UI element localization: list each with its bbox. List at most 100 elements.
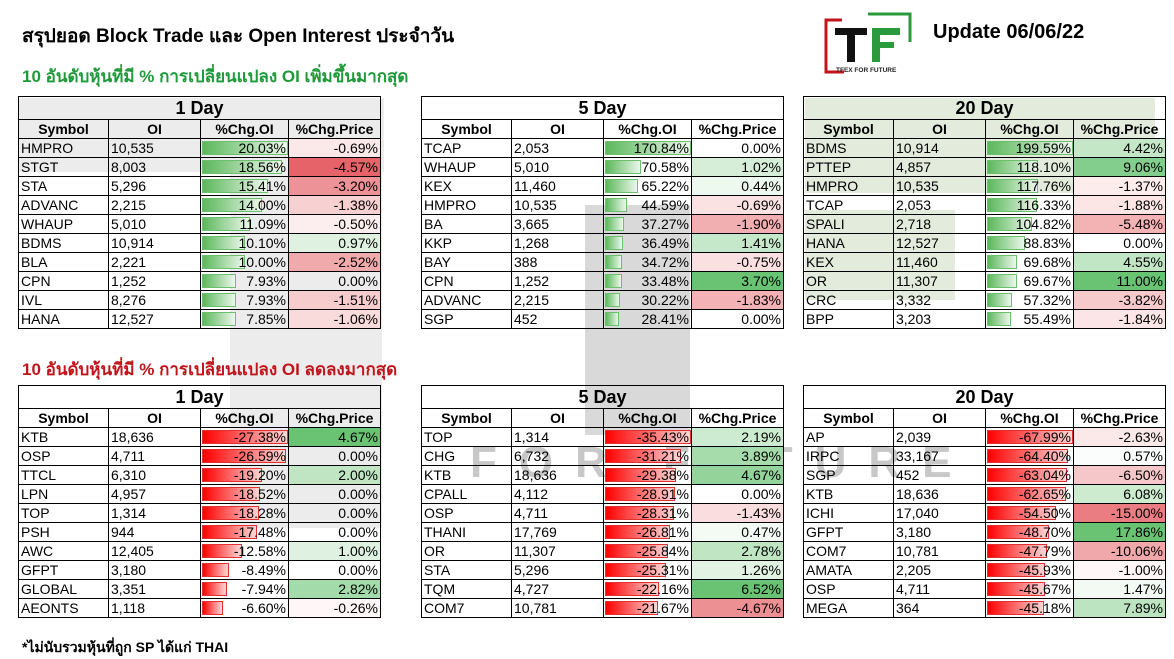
column-header: %Chg.Price [288, 119, 381, 139]
chg-price-cell: 4.42% [1073, 138, 1166, 158]
oi-cell: 5,296 [511, 560, 604, 580]
symbol-cell: TCAP [421, 138, 512, 158]
symbol-cell: OSP [803, 579, 894, 599]
symbol-cell: MEGA [803, 598, 894, 618]
footnote: *ไม่นับรวมหุ้นที่ถูก SP ได้แก่ THAI [22, 639, 229, 655]
chg-oi-cell: -22.16% [603, 579, 692, 599]
chg-oi-value: 18.56% [238, 159, 286, 175]
chg-oi-value: -47.79% [1018, 543, 1071, 559]
oi-cell: 17,040 [893, 503, 986, 523]
chg-price-cell: -0.69% [288, 138, 381, 158]
chg-oi-cell: 33.48% [603, 271, 692, 291]
table-row: ICHI 17,040 -54.50% -15.00% [803, 503, 1166, 523]
chg-oi-value: -29.38% [636, 467, 689, 483]
table-row: STA 5,296 -25.31% 1.26% [421, 560, 784, 580]
chg-oi-value: -17.48% [233, 524, 286, 540]
column-header: %Chg.OI [200, 408, 289, 428]
chg-oi-databar [987, 430, 1073, 444]
column-header: %Chg.OI [603, 408, 692, 428]
chg-price-cell: 2.19% [691, 427, 784, 447]
chg-oi-cell: -18.52% [200, 484, 289, 504]
symbol-cell: COM7 [421, 598, 512, 618]
chg-oi-databar [202, 506, 259, 520]
oi-table-up-1day: 1 Day Symbol OI %Chg.OI %Chg.Price HMPRO 10,53… [18, 96, 381, 329]
table-row: IRPC 33,167 -64.40% 0.57% [803, 446, 1166, 466]
symbol-cell: SPALI [803, 214, 894, 234]
chg-price-cell: 2.82% [288, 579, 381, 599]
table-row: HMPRO 10,535 117.76% -1.37% [803, 176, 1166, 196]
chg-oi-value: -6.60% [241, 600, 286, 616]
chg-price-cell: 2.00% [288, 465, 381, 485]
chg-oi-databar [605, 506, 674, 520]
chg-oi-cell: -25.31% [603, 560, 692, 580]
chg-oi-databar [605, 449, 681, 463]
table-row: SPALI 2,718 104.82% -5.48% [803, 214, 1166, 234]
chg-price-cell: 1.41% [691, 233, 784, 253]
symbol-cell: KTB [803, 484, 894, 504]
update-date: Update 06/06/22 [933, 21, 1085, 43]
chg-oi-databar [605, 274, 622, 288]
chg-oi-cell: -45.93% [985, 560, 1074, 580]
chg-price-cell: 0.00% [288, 446, 381, 466]
table-row: TOP 1,314 -18.28% 0.00% [18, 503, 381, 523]
chg-oi-databar [202, 430, 288, 444]
chg-oi-databar [987, 255, 1017, 269]
symbol-cell: ADVANC [18, 195, 109, 215]
table-row: SGP 452 -63.04% -6.50% [803, 465, 1166, 485]
oi-cell: 12,527 [108, 309, 201, 329]
chg-price-cell: 17.86% [1073, 522, 1166, 542]
column-header: %Chg.OI [985, 408, 1074, 428]
oi-cell: 2,221 [108, 252, 201, 272]
chg-price-cell: -0.69% [691, 195, 784, 215]
table-period-header: 1 Day [18, 385, 381, 409]
table-row: BPP 3,203 55.49% -1.84% [803, 309, 1166, 329]
table-row: OSP 4,711 -28.31% -1.43% [421, 503, 784, 523]
chg-oi-cell: -45.18% [985, 598, 1074, 618]
chg-oi-cell: -29.38% [603, 465, 692, 485]
symbol-cell: GLOBAL [18, 579, 109, 599]
chg-oi-databar [605, 563, 666, 577]
symbol-cell: BA [421, 214, 512, 234]
table-row: CHG 6,732 -31.21% 3.89% [421, 446, 784, 466]
table-row: CPALL 4,112 -28.91% 0.00% [421, 484, 784, 504]
oi-cell: 2,039 [893, 427, 986, 447]
table-row: HMPRO 10,535 20.03% -0.69% [18, 138, 381, 158]
chg-oi-databar [987, 312, 1011, 326]
symbol-cell: HMPRO [18, 138, 109, 158]
chg-oi-value: -19.20% [233, 467, 286, 483]
chg-oi-databar [987, 601, 1044, 615]
oi-cell: 3,351 [108, 579, 201, 599]
table-row: BA 3,665 37.27% -1.90% [421, 214, 784, 234]
chg-oi-databar [987, 293, 1012, 307]
oi-cell: 452 [893, 465, 986, 485]
table-row: PSH 944 -17.48% 0.00% [18, 522, 381, 542]
chg-price-cell: -10.06% [1073, 541, 1166, 561]
oi-cell: 3,332 [893, 290, 986, 310]
chg-oi-databar [202, 487, 260, 501]
chg-oi-cell: -31.21% [603, 446, 692, 466]
chg-oi-value: -12.58% [233, 543, 286, 559]
oi-cell: 4,711 [108, 446, 201, 466]
chg-price-cell: 0.57% [1073, 446, 1166, 466]
table-period-header: 5 Day [421, 96, 784, 120]
chg-oi-value: 30.22% [641, 292, 689, 308]
symbol-cell: WHAUP [421, 157, 512, 177]
column-header: %Chg.Price [691, 119, 784, 139]
chg-oi-databar [202, 582, 227, 596]
table-row: CRC 3,332 57.32% -3.82% [803, 290, 1166, 310]
symbol-cell: KKP [421, 233, 512, 253]
chg-oi-cell: -67.99% [985, 427, 1074, 447]
symbol-cell: CPN [18, 271, 109, 291]
column-header: %Chg.OI [200, 119, 289, 139]
oi-cell: 1,314 [108, 503, 201, 523]
chg-oi-cell: -17.48% [200, 522, 289, 542]
chg-price-cell: -3.20% [288, 176, 381, 196]
symbol-cell: ICHI [803, 503, 894, 523]
oi-cell: 10,535 [893, 176, 986, 196]
column-header: OI [108, 408, 201, 428]
chg-oi-value: -45.93% [1018, 562, 1071, 578]
table-row: BAY 388 34.72% -0.75% [421, 252, 784, 272]
table-row: TCAP 2,053 170.84% 0.00% [421, 138, 784, 158]
chg-price-cell: 6.52% [691, 579, 784, 599]
chg-price-cell: 0.00% [288, 522, 381, 542]
